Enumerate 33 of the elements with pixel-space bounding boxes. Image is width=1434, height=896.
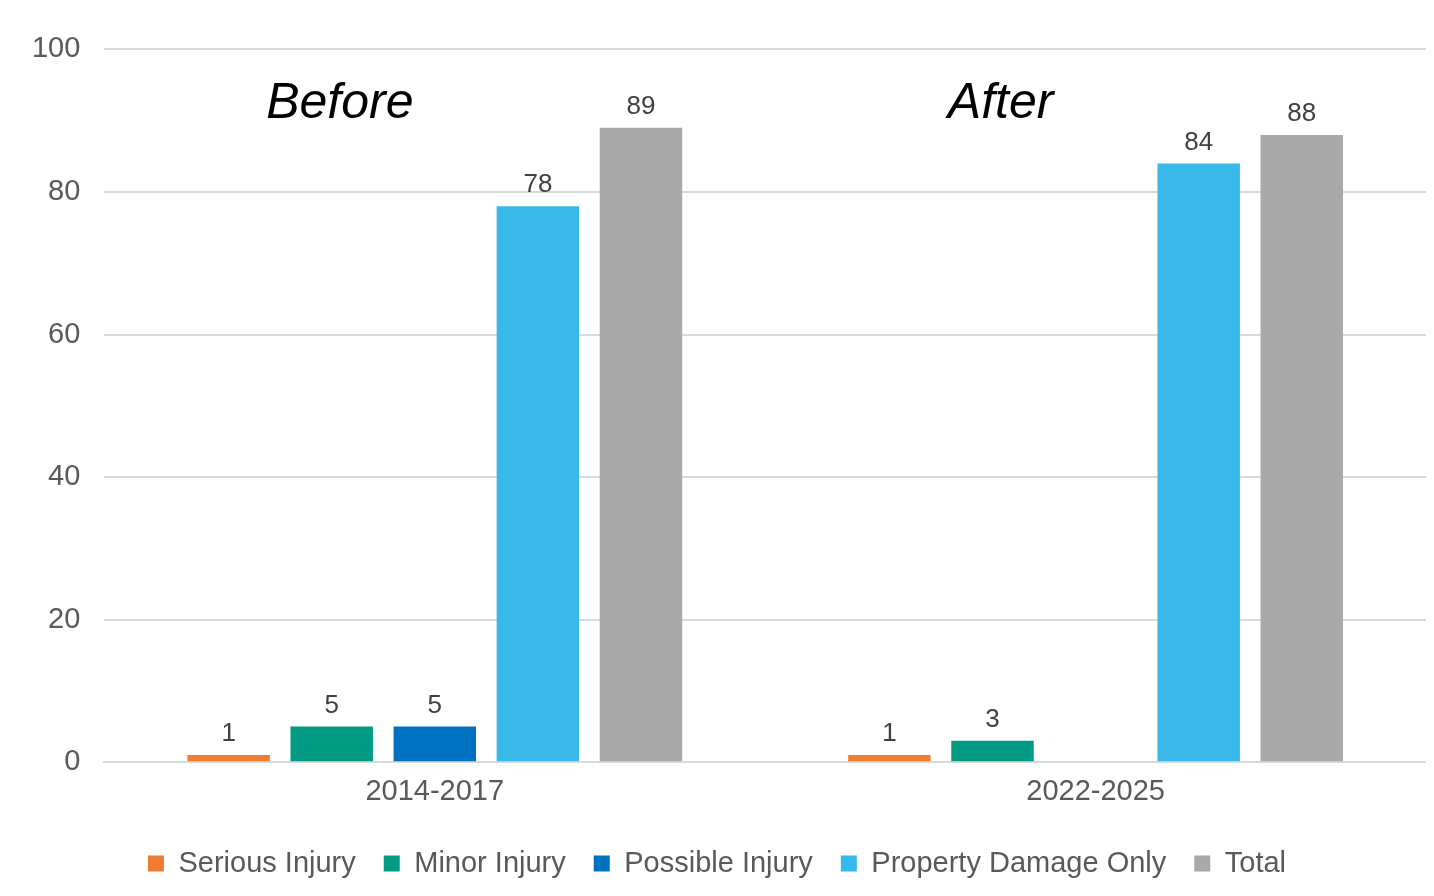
y-tick-label: 40 [48,459,81,492]
bar [848,755,931,762]
bar [951,740,1034,762]
bar [290,726,373,762]
y-tick-label: 20 [48,601,81,634]
data-label: 78 [523,168,553,199]
data-label: 89 [626,89,656,120]
data-label: 3 [985,702,1000,733]
bar [599,127,683,762]
data-label: 1 [882,717,897,748]
data-label: 5 [324,688,339,719]
legend-label: Property Damage Only [871,845,1167,878]
data-label: 88 [1287,97,1317,128]
annotation: Before [266,73,414,130]
y-tick-label: 60 [48,316,81,349]
bar [1260,134,1343,762]
legend-label: Serious Injury [178,845,357,878]
bar [187,755,270,762]
data-label: 5 [427,688,443,719]
legend-label: Possible Injury [624,845,814,878]
legend-label: Minor Injury [414,845,567,878]
x-tick-label: 2022-2025 [1026,773,1165,806]
y-tick-label: 0 [64,744,81,777]
data-label: 84 [1184,125,1214,156]
y-tick-label: 100 [31,31,81,64]
data-label: 1 [221,717,236,748]
bar [1157,163,1240,762]
legend-label: Total [1224,845,1287,878]
x-tick-label: 2014-2017 [365,773,505,806]
bar [393,726,477,762]
bar [496,206,580,762]
y-tick-label: 80 [48,173,81,206]
annotation: After [944,73,1056,130]
